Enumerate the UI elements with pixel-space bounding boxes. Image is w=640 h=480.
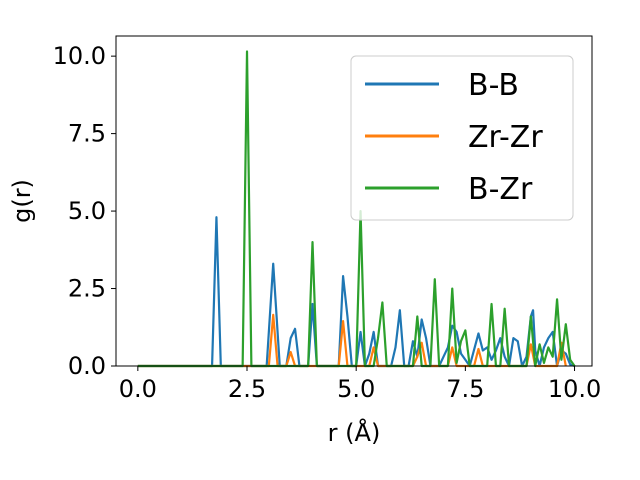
y-tick-label: 10.0: [53, 42, 106, 70]
legend-box: [350, 55, 574, 221]
x-axis-label: r (Å): [328, 418, 381, 447]
x-tick-label: 2.5: [228, 375, 266, 403]
y-tick-label: 5.0: [68, 197, 106, 225]
x-axis-ticks: 0.0 2.5 5.0 7.5 10.0: [119, 366, 601, 403]
legend-label-b-zr: B-Zr: [468, 172, 533, 207]
x-tick-label: 7.5: [446, 375, 484, 403]
y-tick-label: 2.5: [68, 275, 106, 303]
x-tick-label: 0.0: [119, 375, 157, 403]
y-axis-label: g(r): [8, 179, 36, 223]
y-axis-ticks: 0.0 2.5 5.0 7.5 10.0: [53, 42, 116, 380]
x-tick-label: 10.0: [548, 375, 601, 403]
legend-label-zr-zr: Zr-Zr: [468, 120, 543, 155]
y-tick-label: 0.0: [68, 352, 106, 380]
legend-label-b-b: B-B: [468, 68, 519, 103]
y-tick-label: 7.5: [68, 120, 106, 148]
plot-area-frame: [115, 35, 593, 367]
legend: B-B Zr-Zr B-Zr: [350, 55, 574, 221]
x-tick-label: 5.0: [337, 375, 375, 403]
